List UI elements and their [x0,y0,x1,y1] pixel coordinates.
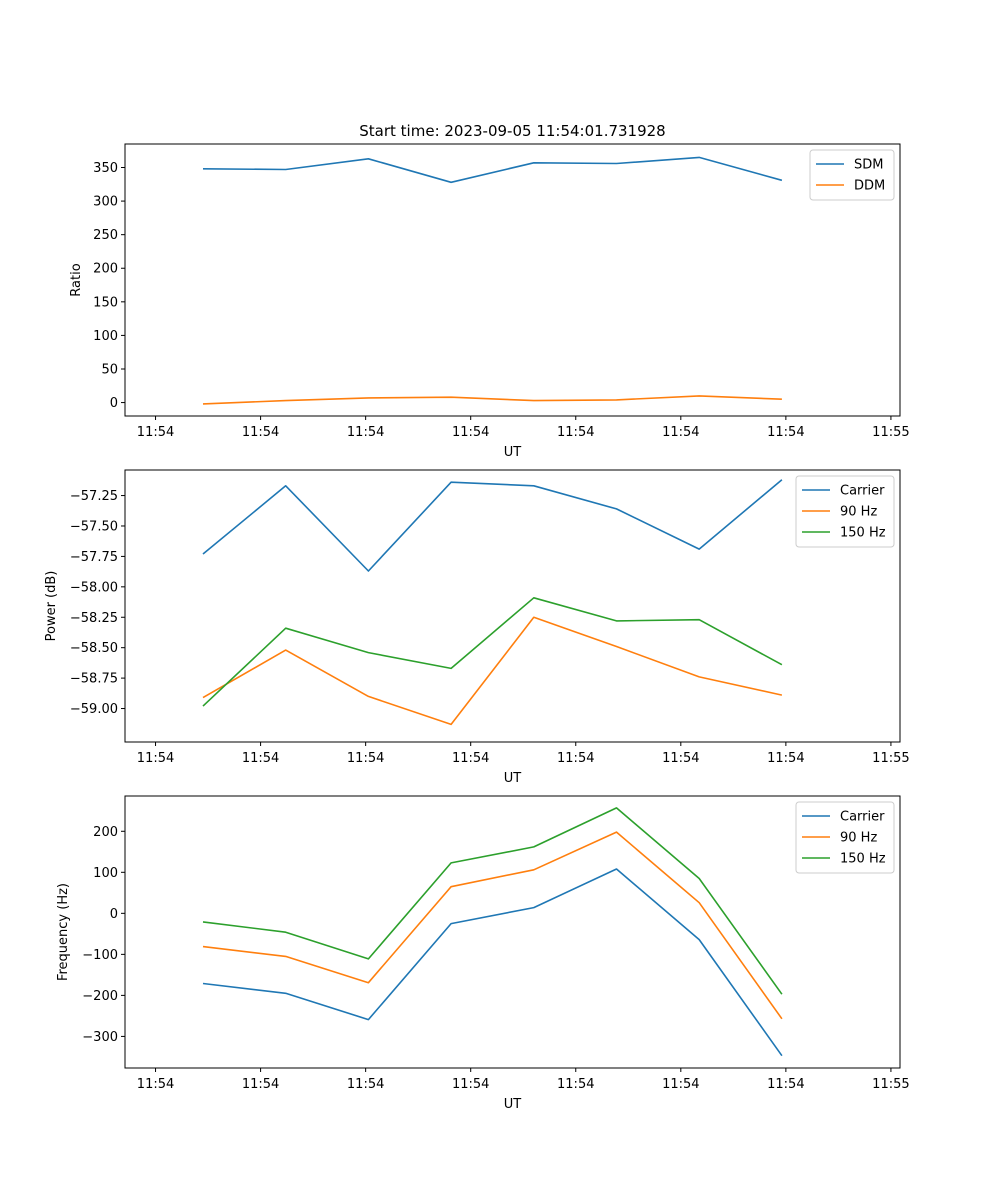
x-tick-label: 11:55 [872,751,909,766]
legend-label: 90 Hz [840,505,877,520]
legend-label: 150 Hz [840,526,886,541]
y-axis-label: Ratio [69,263,84,296]
y-axis-label: Power (dB) [44,571,59,642]
chart-panel-3: 11:54 11:54 11:54 11:54 11:54 11:54 11:54 11:55… [56,795,910,1112]
y-tick-label: −57.25 [70,489,118,504]
legend-label: Carrier [840,810,885,825]
series-line-150-hz [202,807,783,995]
y-tick-label: −57.50 [70,519,118,534]
y-tick-label: 100 [93,329,118,344]
plot-frame [124,469,901,743]
x-tick-label: 11:55 [872,425,909,440]
series-line-carrier [202,868,783,1057]
chart-panel-2: 11:54 11:54 11:54 11:54 11:54 11:54 11:54 11:55… [44,469,910,786]
x-tick-label: 11:54 [242,1077,279,1092]
legend-label: Carrier [840,484,885,499]
y-tick-label: −58.00 [70,580,118,595]
legend: SDM DDM [809,149,895,201]
x-tick-label: 11:54 [557,751,594,766]
series-line-90-hz [202,831,783,1020]
y-tick-label: 200 [93,825,118,840]
legend-label: DDM [854,179,885,194]
charts-group: 11:54 11:54 11:54 11:54 11:54 11:54 11:54 11:55… [44,143,910,1112]
y-tick-label: 300 [93,195,118,210]
y-axis-label: Frequency (Hz) [56,883,71,981]
legend-box [795,801,895,874]
x-tick-label: 11:54 [662,751,699,766]
y-tick-label: −57.75 [70,550,118,565]
y-tick-label: 200 [93,262,118,277]
legend: Carrier 90 Hz 150 Hz [795,475,895,548]
x-tick-label: 11:54 [452,1077,489,1092]
x-tick-label: 11:54 [347,751,384,766]
y-tick-label: 0 [110,907,118,922]
legend: Carrier 90 Hz 150 Hz [795,801,895,874]
x-tick-label: 11:54 [347,425,384,440]
y-tick-label: −59.00 [70,702,118,717]
x-tick-label: 11:54 [452,751,489,766]
legend-label: 150 Hz [840,852,886,867]
series-line-150-hz [202,596,783,707]
x-tick-label: 11:54 [452,425,489,440]
y-tick-label: 350 [93,161,118,176]
chart-panel-1: 11:54 11:54 11:54 11:54 11:54 11:54 11:54 11:55… [69,143,910,460]
x-tick-label: 11:54 [767,425,804,440]
y-tick-label: −100 [82,948,118,963]
x-tick-label: 11:54 [557,1077,594,1092]
figure-title: Start time: 2023-09-05 11:54:01.731928 [359,122,665,140]
x-axis-label: UT [504,1097,522,1112]
x-tick-label: 11:54 [767,1077,804,1092]
x-tick-label: 11:54 [767,751,804,766]
y-tick-label: 100 [93,866,118,881]
x-tick-label: 11:54 [347,1077,384,1092]
plot-frame [124,795,901,1069]
y-tick-label: 250 [93,228,118,243]
x-tick-label: 11:54 [242,425,279,440]
legend-label: SDM [854,158,883,173]
x-tick-label: 11:54 [242,751,279,766]
x-tick-label: 11:54 [662,425,699,440]
x-tick-label: 11:54 [557,425,594,440]
x-tick-label: 11:55 [872,1077,909,1092]
x-axis-label: UT [504,771,522,786]
y-tick-label: 50 [101,362,118,377]
x-tick-label: 11:54 [137,1077,174,1092]
y-tick-label: 150 [93,295,118,310]
series-line-ddm [202,395,782,405]
y-tick-label: −300 [82,1030,118,1045]
legend-label: 90 Hz [840,831,877,846]
plot-frame [124,143,901,417]
legend-box [795,475,895,548]
y-tick-label: −200 [82,989,118,1004]
x-axis-label: UT [504,445,522,460]
x-tick-label: 11:54 [137,751,174,766]
y-tick-label: 0 [110,396,118,411]
y-tick-label: −58.75 [70,672,118,687]
y-tick-label: −58.50 [70,641,118,656]
series-line-sdm [202,156,783,184]
y-tick-label: −58.25 [70,611,118,626]
series-line-90-hz [202,616,783,726]
legend-box [809,149,895,201]
x-tick-label: 11:54 [662,1077,699,1092]
x-tick-label: 11:54 [137,425,174,440]
series-line-carrier [202,479,783,572]
